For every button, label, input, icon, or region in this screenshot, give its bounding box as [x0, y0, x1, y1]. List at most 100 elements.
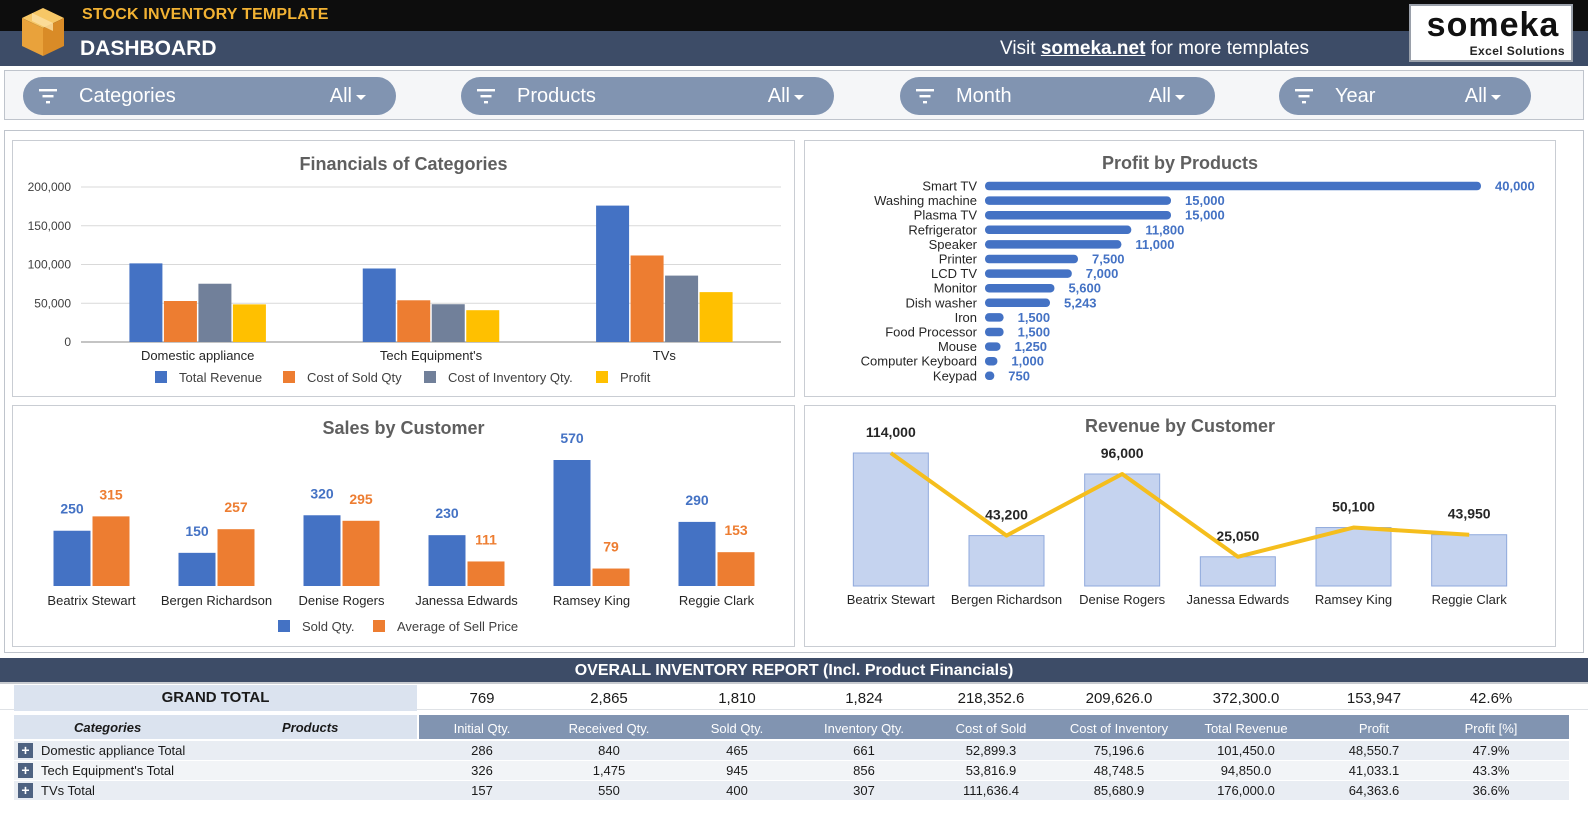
data-label: 25,050: [1216, 528, 1259, 544]
filter-value: All: [329, 85, 352, 107]
bar: [985, 196, 1171, 205]
column-header[interactable]: Profit: [1358, 721, 1390, 736]
page-title: DASHBOARD: [80, 37, 217, 60]
bar: [852, 452, 929, 587]
bar: [985, 269, 1072, 278]
category-label: Refrigerator: [908, 222, 977, 237]
column-header[interactable]: Cost of Sold: [955, 721, 1027, 736]
bar: [596, 205, 630, 342]
bar: [985, 210, 1171, 220]
bar: [303, 515, 341, 586]
column-header[interactable]: Initial Qty.: [453, 721, 511, 736]
y-tick-label: 100,000: [28, 258, 72, 272]
data-label: 295: [349, 491, 373, 507]
bar: [665, 275, 699, 342]
filter-label: Categories: [79, 85, 176, 107]
x-tick-label: Beatrix Stewart: [847, 592, 936, 607]
someka-logo[interactable]: someka Excel Solutions: [1409, 4, 1573, 62]
filter-label: Products: [517, 85, 596, 107]
revenue-customer-title: Revenue by Customer: [1084, 416, 1276, 436]
filter-products[interactable]: Products All: [461, 77, 834, 115]
bar: [678, 521, 716, 586]
row-value: 85,680.9: [1093, 783, 1145, 798]
row-value: 41,033.1: [1348, 763, 1400, 778]
row-value: 307: [853, 783, 875, 798]
financials-panel: Financials of Categories 0 50,000 100,000 1…: [12, 140, 795, 397]
financials-chart: 0 50,000 100,000 150,000 200,000 Domestic app…: [28, 180, 781, 385]
filter-value: All: [767, 85, 790, 107]
category-label: Computer Keyboard: [861, 354, 977, 369]
header-products: Products: [282, 720, 339, 735]
table-row: [14, 741, 1569, 760]
column-header[interactable]: Received Qty.: [568, 721, 650, 736]
column-header[interactable]: Profit [%]: [1464, 721, 1518, 736]
filter-categories[interactable]: Categories All: [23, 77, 396, 115]
grand-total-value: 2,865: [590, 690, 628, 707]
x-tick-label: Bergen Richardson: [161, 593, 272, 608]
grand-total-value: 218,352.6: [957, 690, 1025, 707]
row-value: 661: [853, 743, 875, 758]
grand-total-value: 209,626.0: [1085, 690, 1153, 707]
x-tick-label: Janessa Edwards: [1187, 592, 1290, 607]
bar: [53, 530, 91, 586]
bar: [431, 304, 465, 342]
row-value: 48,748.5: [1093, 763, 1145, 778]
filter-month[interactable]: Month All: [900, 77, 1215, 115]
data-label: 320: [310, 485, 334, 501]
row-label: Domestic appliance Total: [41, 743, 186, 758]
filter-bar: Categories All Products All Month All Ye…: [4, 70, 1584, 120]
bar: [985, 254, 1078, 264]
bar: [699, 292, 733, 342]
column-header[interactable]: Total Revenue: [1204, 721, 1288, 736]
filter-value: All: [1148, 85, 1171, 107]
grand-total-value: 372,300.0: [1212, 690, 1280, 707]
chevron-down-icon: [1175, 95, 1185, 100]
category-label: Plasma TV: [914, 208, 978, 223]
expand-icon[interactable]: +: [18, 783, 33, 798]
data-label: 40,000: [1495, 179, 1535, 194]
row-value: 400: [726, 783, 748, 798]
row-value: 840: [598, 743, 620, 758]
someka-link[interactable]: someka.net: [1040, 38, 1146, 59]
data-label: 1,500: [1018, 310, 1051, 325]
table-row: [14, 781, 1569, 800]
bar: [985, 371, 995, 381]
label-header-bg: [14, 715, 417, 739]
legend-swatch: [373, 620, 385, 632]
row-value: 52,899.3: [965, 743, 1017, 758]
header-categories: Categories: [74, 720, 142, 735]
bar: [985, 283, 1055, 293]
expand-icon[interactable]: +: [18, 743, 33, 758]
category-label: Dish washer: [905, 295, 977, 310]
x-tick-label: Denise Rogers: [299, 593, 385, 608]
filter-year[interactable]: Year All: [1279, 77, 1531, 115]
bar: [217, 529, 255, 586]
grand-total-value: 1,810: [718, 690, 756, 707]
row-value: 1,475: [592, 763, 626, 778]
expand-icon[interactable]: +: [18, 763, 33, 778]
legend-label: Profit: [620, 370, 651, 385]
row-value: 48,550.7: [1348, 743, 1400, 758]
x-tick-label: Tech Equipment's: [380, 348, 483, 363]
bar: [985, 342, 1001, 351]
data-label: 7,000: [1086, 266, 1119, 281]
app-title: STOCK INVENTORY TEMPLATE: [82, 6, 329, 23]
row-value: 945: [726, 763, 748, 778]
row-label: Tech Equipment's Total: [41, 763, 175, 778]
table-row: [14, 761, 1569, 780]
bar: [985, 181, 1481, 191]
bar: [553, 460, 591, 586]
data-label: 15,000: [1185, 208, 1225, 223]
legend-label: Average of Sell Price: [397, 619, 518, 634]
report-title: OVERALL INVENTORY REPORT (Incl. Product …: [0, 658, 1588, 684]
bar: [1431, 534, 1508, 587]
revenue-customer-panel: Revenue by Customer Beatrix Stewart 114,0…: [804, 405, 1556, 647]
row-value: 47.9%: [1472, 743, 1510, 758]
column-header[interactable]: Cost of Inventory: [1069, 721, 1169, 736]
header: STOCK INVENTORY TEMPLATE DASHBOARD Visit…: [0, 0, 1588, 66]
column-header[interactable]: Inventory Qty.: [824, 721, 904, 736]
category-label: LCD TV: [931, 266, 977, 281]
legend-swatch: [155, 371, 167, 383]
column-header[interactable]: Sold Qty.: [710, 721, 764, 736]
column-header-bg: [419, 715, 1569, 739]
